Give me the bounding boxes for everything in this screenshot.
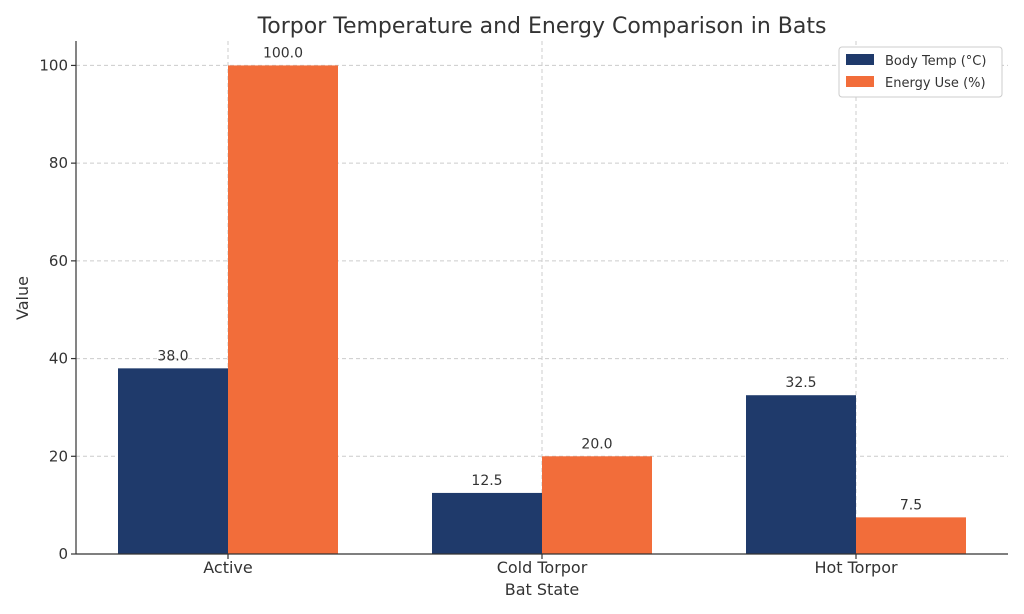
legend-label-body-temp: Body Temp (°C) bbox=[885, 54, 986, 69]
bar-energy-use-hot-torpor bbox=[856, 517, 966, 554]
y-axis-label: Value bbox=[13, 276, 32, 320]
legend-swatch-energy-use bbox=[846, 76, 874, 87]
bar-body-temp-active bbox=[118, 368, 228, 554]
bar-energy-use-active bbox=[228, 65, 338, 554]
y-tick-label: 60 bbox=[49, 252, 68, 270]
bars bbox=[118, 65, 966, 554]
legend: Body Temp (°C) Energy Use (%) bbox=[838, 46, 1003, 98]
data-label: 20.0 bbox=[581, 436, 612, 452]
legend-box bbox=[838, 46, 1003, 98]
x-tick-label: Hot Torpor bbox=[814, 558, 898, 577]
data-label: 100.0 bbox=[263, 45, 303, 61]
y-tick-label: 100 bbox=[39, 56, 68, 74]
x-axis-label: Bat State bbox=[505, 580, 580, 599]
y-tick-label: 40 bbox=[49, 350, 68, 368]
y-tick-label: 0 bbox=[58, 545, 68, 563]
y-tick-label: 80 bbox=[49, 154, 68, 172]
data-label: 12.5 bbox=[471, 473, 502, 489]
x-tick-labels: Active Cold Torpor Hot Torpor bbox=[203, 554, 898, 577]
data-label: 38.0 bbox=[157, 348, 188, 364]
data-label: 32.5 bbox=[785, 375, 816, 391]
data-labels: 38.0 12.5 32.5 100.0 20.0 7.5 bbox=[157, 45, 922, 513]
bar-energy-use-cold-torpor bbox=[542, 456, 652, 554]
x-tick-label: Cold Torpor bbox=[497, 558, 588, 577]
bar-body-temp-hot-torpor bbox=[746, 395, 856, 554]
x-tick-label: Active bbox=[203, 558, 253, 577]
chart-title: Torpor Temperature and Energy Comparison… bbox=[257, 14, 827, 39]
legend-label-energy-use: Energy Use (%) bbox=[885, 76, 986, 91]
y-tick-label: 20 bbox=[49, 447, 68, 465]
legend-swatch-body-temp bbox=[846, 54, 874, 65]
bar-body-temp-cold-torpor bbox=[432, 492, 542, 554]
y-tick-labels: 0 20 40 60 80 100 bbox=[39, 56, 76, 563]
data-label: 7.5 bbox=[900, 497, 922, 513]
